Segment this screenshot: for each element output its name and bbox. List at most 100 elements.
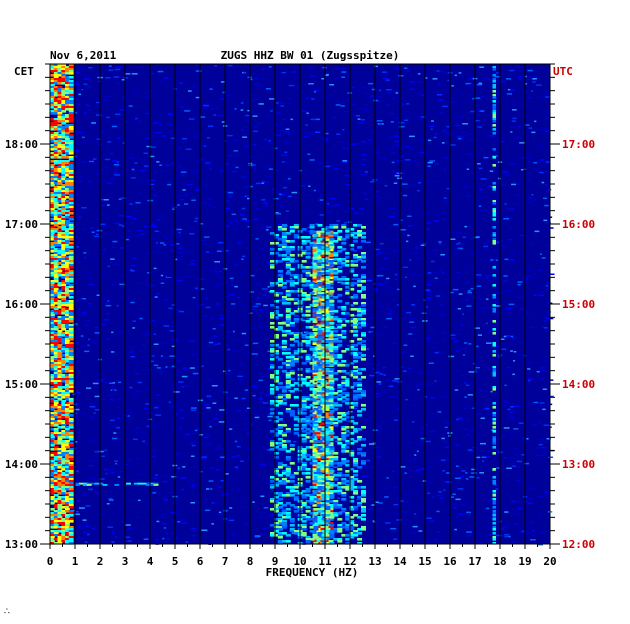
energy-cell	[328, 320, 334, 324]
energy-cell	[361, 296, 366, 299]
energy-cell	[68, 480, 74, 483]
energy-cell	[285, 292, 291, 295]
energy-cell	[50, 328, 55, 331]
texture-cell	[498, 140, 505, 143]
energy-cell	[53, 332, 59, 335]
texture-cell	[545, 190, 550, 193]
energy-cell	[353, 236, 359, 239]
energy-cell	[289, 230, 295, 233]
texture-cell	[398, 75, 404, 77]
energy-cell	[68, 232, 74, 235]
energy-cell	[53, 104, 59, 107]
texture-cell	[176, 279, 183, 282]
energy-cell	[53, 190, 59, 193]
texture-cell	[342, 160, 348, 162]
energy-cell	[320, 510, 326, 513]
texture-cell	[276, 239, 280, 241]
texture-cell	[228, 95, 231, 98]
energy-cell	[316, 454, 322, 457]
texture-cell	[299, 511, 304, 513]
texture-cell	[260, 326, 263, 328]
energy-cell	[277, 238, 283, 241]
texture-cell	[426, 340, 430, 342]
energy-cell	[312, 470, 318, 473]
energy-cell	[68, 126, 74, 129]
energy-cell	[65, 248, 70, 251]
energy-cell	[324, 326, 330, 330]
energy-cell	[65, 526, 70, 529]
energy-cell	[61, 512, 67, 515]
texture-cell	[222, 91, 226, 94]
texture-cell	[124, 463, 129, 466]
texture-cell	[177, 467, 181, 470]
energy-cell	[312, 538, 318, 541]
texture-cell	[503, 534, 510, 536]
texture-cell	[196, 306, 200, 308]
texture-cell	[150, 531, 153, 533]
energy-cell	[53, 236, 59, 239]
energy-cell	[316, 296, 322, 300]
energy-cell	[274, 242, 279, 245]
energy-cell	[274, 252, 279, 255]
texture-cell	[279, 195, 282, 198]
energy-cell	[274, 328, 279, 331]
texture-cell	[469, 139, 475, 141]
texture-cell	[288, 178, 291, 180]
texture-cell	[210, 337, 213, 340]
texture-cell	[162, 135, 167, 137]
energy-cell	[61, 318, 67, 321]
texture-cell	[254, 256, 257, 259]
energy-cell	[65, 66, 70, 69]
energy-cell	[50, 508, 55, 511]
energy-cell	[312, 356, 318, 359]
energy-cell	[50, 460, 55, 463]
texture-cell	[321, 78, 325, 80]
texture-cell	[310, 118, 317, 121]
energy-cell	[53, 530, 59, 533]
energy-cell	[316, 362, 322, 365]
texture-cell	[228, 519, 235, 522]
texture-cell	[308, 185, 311, 187]
texture-cell	[443, 218, 446, 221]
energy-cell	[57, 518, 63, 521]
energy-cell	[68, 510, 74, 513]
energy-cell	[65, 224, 70, 227]
energy-cell	[57, 70, 63, 73]
texture-cell	[315, 118, 320, 121]
texture-cell	[58, 486, 62, 489]
texture-cell	[383, 281, 389, 283]
texture-cell	[352, 482, 357, 484]
energy-cell	[50, 156, 55, 159]
texture-cell	[140, 233, 145, 235]
texture-cell	[408, 441, 412, 444]
texture-cell	[528, 378, 534, 380]
texture-cell	[442, 105, 449, 108]
energy-cell	[57, 322, 63, 325]
texture-cell	[143, 538, 149, 540]
texture-cell	[161, 517, 164, 519]
texture-cell	[210, 488, 213, 490]
energy-cell	[50, 540, 55, 543]
energy-cell	[53, 210, 59, 213]
energy-cell	[53, 504, 59, 507]
texture-cell	[357, 169, 362, 172]
energy-cell	[50, 326, 55, 329]
energy-cell	[68, 494, 74, 497]
texture-cell	[510, 457, 515, 459]
energy-cell	[53, 132, 59, 135]
energy-cell	[312, 290, 318, 294]
energy-cell	[57, 338, 63, 341]
energy-cell	[316, 300, 322, 304]
texture-cell	[236, 438, 239, 441]
texture-cell	[301, 319, 306, 322]
texture-cell	[145, 112, 149, 115]
texture-cell	[506, 93, 512, 95]
energy-cell	[65, 518, 70, 521]
texture-cell	[224, 473, 229, 475]
energy-cell	[65, 440, 70, 443]
energy-cell	[293, 282, 299, 285]
energy-cell	[312, 450, 318, 453]
energy-cell	[289, 298, 295, 301]
texture-cell	[308, 66, 314, 69]
texture-cell	[431, 347, 435, 349]
